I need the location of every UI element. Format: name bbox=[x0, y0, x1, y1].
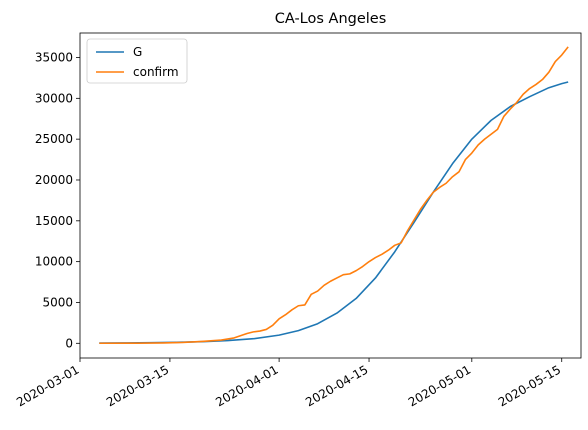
y-tick-label: 25000 bbox=[35, 132, 73, 146]
x-tick-label: 2020-05-15 bbox=[496, 362, 563, 409]
x-tick-label: 2020-03-01 bbox=[14, 362, 81, 409]
legend-label-confirm: confirm bbox=[133, 65, 179, 79]
y-tick-label: 0 bbox=[65, 336, 73, 350]
y-tick-label: 10000 bbox=[35, 255, 73, 269]
series-line-G bbox=[99, 81, 569, 344]
chart-title: CA-Los Angeles bbox=[275, 11, 387, 27]
y-tick-label: 15000 bbox=[35, 214, 73, 228]
x-tick-label: 2020-03-15 bbox=[104, 362, 171, 409]
legend-label-G: G bbox=[133, 45, 142, 59]
axes: 0 5000 10000 15000 20000 25000 30000 35000 2020-… bbox=[14, 32, 582, 409]
y-tick-label: 30000 bbox=[35, 91, 73, 105]
plot-area bbox=[99, 46, 569, 345]
y-tick-label: 20000 bbox=[35, 173, 73, 187]
x-tick-label: 2020-04-01 bbox=[213, 362, 280, 409]
series-line-confirm bbox=[99, 46, 569, 345]
x-tick-label: 2020-04-15 bbox=[303, 362, 370, 409]
y-tick-label: 5000 bbox=[42, 295, 73, 309]
axes-frame bbox=[79, 32, 582, 359]
x-tick-label: 2020-05-01 bbox=[406, 362, 473, 409]
y-tick-label: 35000 bbox=[35, 50, 73, 64]
